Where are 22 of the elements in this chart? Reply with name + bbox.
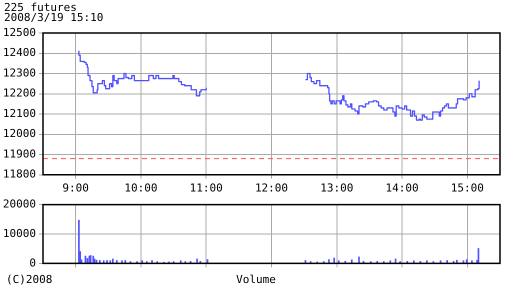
x-tick-label: 13:00 (320, 181, 354, 194)
y-tick-label: 10000 (2, 226, 36, 240)
x-tick-label: 10:00 (124, 181, 158, 194)
y-tick-label: 12300 (2, 66, 36, 80)
x-tick-label: 11:00 (190, 181, 223, 194)
x-tick-label: 15:00 (450, 181, 484, 194)
y-tick-label: 12200 (2, 86, 36, 100)
x-axis-title: Volume (236, 273, 276, 286)
y-tick-label: 12000 (2, 127, 36, 140)
x-tick-label: 9:00 (62, 181, 89, 194)
text: (C)2008 (6, 273, 52, 286)
y-tick-label: 11900 (2, 147, 36, 160)
x-tick-label: 12:00 (254, 181, 288, 194)
chart-subtitle: 2008/3/19 15:10 (4, 11, 104, 24)
y-tick-label: 12400 (2, 46, 36, 60)
chart-title: 225 futures (4, 1, 77, 14)
y-tick-label: 12100 (2, 106, 36, 120)
y-tick-label: 12500 (2, 26, 36, 39)
y-tick-label: 0 (29, 256, 36, 270)
y-tick-label: 11800 (2, 168, 36, 181)
x-tick-label: 14:00 (386, 181, 419, 194)
y-tick-label: 20000 (2, 197, 36, 210)
